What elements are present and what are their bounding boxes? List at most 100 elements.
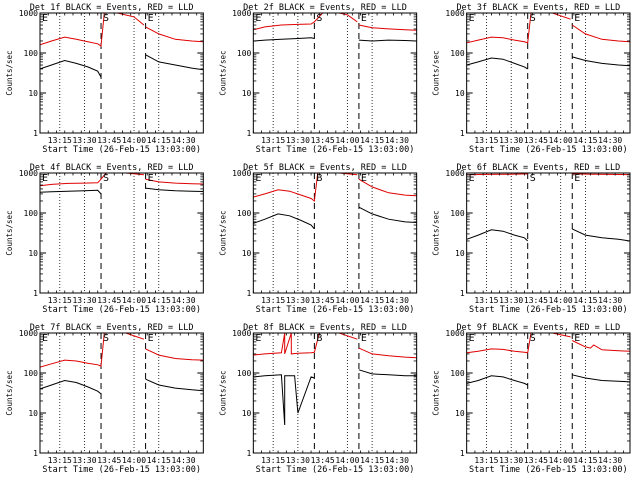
plot-frame	[252, 12, 418, 134]
x-tick-label: 14:00	[335, 136, 359, 145]
y-axis-label: Counts/sec	[5, 370, 14, 415]
x-axis-label: Start Time (26-Feb-15 13:03:00)	[256, 305, 415, 315]
events-series-line	[145, 378, 204, 392]
panel-title: Det 6f BLACK = Events, RED = LLD	[456, 163, 620, 173]
lld-series-line	[466, 173, 528, 176]
y-tick-label: 100	[237, 209, 252, 218]
events-series-line	[572, 374, 630, 383]
segment-label: E	[469, 333, 475, 344]
events-series-line	[572, 56, 630, 67]
x-tick-label: 13:30	[499, 456, 523, 465]
y-tick-label: 1000	[445, 9, 464, 18]
panel-title: Det 9f BLACK = Events, RED = LLD	[456, 323, 620, 333]
x-tick-label: 14:15	[573, 296, 597, 305]
segment-label: S	[103, 173, 109, 184]
plot-frame	[39, 12, 204, 134]
y-axis-label: Counts/sec	[5, 210, 14, 255]
x-tick-label: 14:00	[335, 296, 359, 305]
x-tick-label: 13:30	[286, 136, 310, 145]
x-tick-label: 14:30	[598, 136, 622, 145]
x-tick-label: 14:30	[385, 136, 409, 145]
segment-label: E	[42, 173, 48, 184]
segment-label: E	[42, 13, 48, 24]
segment-label: S	[103, 13, 109, 24]
events-series-line	[358, 206, 417, 223]
y-tick-label: 1	[33, 449, 38, 458]
x-tick-label: 14:00	[335, 456, 359, 465]
segment-label: E	[148, 13, 154, 24]
panel-title: Det 1f BLACK = Events, RED = LLD	[30, 3, 194, 13]
y-tick-label: 1	[460, 449, 465, 458]
lld-series-line	[40, 13, 145, 47]
y-tick-label: 1	[33, 289, 38, 298]
events-series-line	[253, 213, 315, 230]
segment-label: E	[255, 333, 261, 344]
lld-series-line	[358, 347, 417, 359]
x-tick-label: 13:15	[261, 136, 285, 145]
x-tick-label: 14:15	[573, 136, 597, 145]
segment-label: E	[574, 173, 580, 184]
segment-label: S	[316, 13, 322, 24]
x-tick-label: 13:15	[261, 296, 285, 305]
y-tick-label: 1000	[232, 9, 251, 18]
x-axis-label: Start Time (26-Feb-15 13:03:00)	[469, 465, 628, 475]
x-tick-label: 14:30	[598, 296, 622, 305]
segment-label: E	[255, 173, 261, 184]
events-series-line	[40, 189, 102, 195]
plot-frame	[252, 172, 418, 294]
events-series-line	[145, 187, 204, 192]
x-tick-label: 14:00	[122, 136, 146, 145]
x-tick-label: 14:15	[573, 456, 597, 465]
lld-series-line	[571, 24, 630, 43]
x-tick-label: 14:30	[385, 456, 409, 465]
x-tick-label: 13:15	[474, 136, 498, 145]
segment-label: E	[361, 173, 367, 184]
events-series-line	[40, 379, 102, 395]
y-tick-label: 10	[455, 249, 465, 258]
y-tick-label: 10	[28, 89, 38, 98]
lld-series-line	[358, 178, 417, 197]
segment-label: E	[469, 173, 475, 184]
events-series-line	[145, 54, 204, 71]
x-tick-label: 14:15	[360, 296, 384, 305]
lld-series-line	[253, 173, 358, 202]
segment-label: E	[255, 13, 261, 24]
y-tick-label: 1	[33, 129, 38, 138]
segment-label: E	[361, 13, 367, 24]
lld-series-line	[40, 333, 145, 368]
x-axis-label: Start Time (26-Feb-15 13:03:00)	[42, 305, 201, 315]
lld-series-line	[571, 340, 630, 352]
x-tick-label: 14:30	[171, 136, 195, 145]
plot-frame	[39, 172, 204, 294]
x-tick-label: 14:15	[360, 136, 384, 145]
events-series-line	[358, 39, 417, 42]
x-tick-label: 13:30	[286, 456, 310, 465]
y-tick-label: 1	[460, 289, 465, 298]
y-tick-label: 1	[460, 129, 465, 138]
y-axis-label: Counts/sec	[432, 210, 441, 255]
x-tick-label: 13:30	[286, 296, 310, 305]
y-tick-label: 100	[450, 209, 465, 218]
plot-frame	[466, 12, 631, 134]
x-axis-label: Start Time (26-Feb-15 13:03:00)	[256, 145, 415, 155]
x-tick-label: 13:30	[72, 296, 96, 305]
x-tick-label: 14:00	[549, 136, 573, 145]
y-tick-label: 10	[455, 89, 465, 98]
x-tick-label: 14:00	[122, 456, 146, 465]
y-tick-label: 1000	[19, 169, 38, 178]
x-tick-label: 14:00	[122, 296, 146, 305]
x-tick-label: 13:45	[97, 456, 121, 465]
segment-label: E	[361, 333, 367, 344]
x-tick-label: 13:15	[48, 296, 72, 305]
lld-series-line	[572, 173, 630, 176]
x-tick-label: 13:45	[524, 296, 548, 305]
y-tick-label: 100	[24, 209, 39, 218]
x-axis-label: Start Time (26-Feb-15 13:03:00)	[42, 145, 201, 155]
